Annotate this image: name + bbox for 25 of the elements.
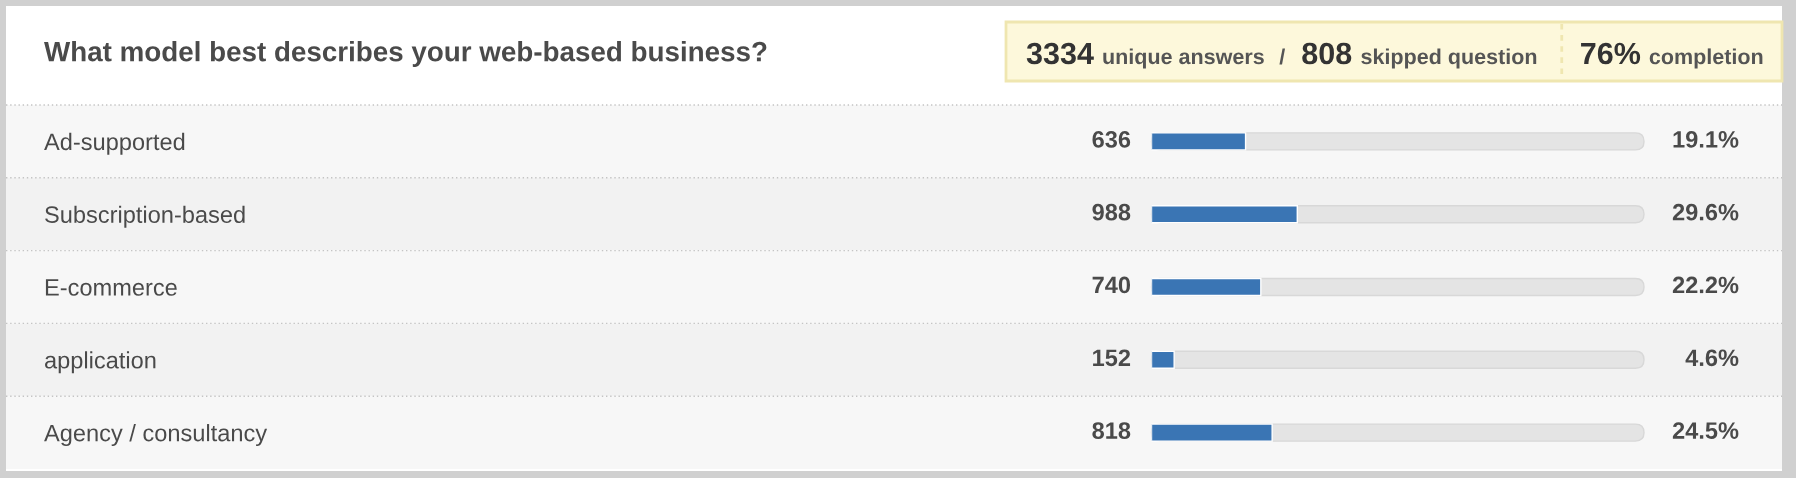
bar [1151,277,1262,297]
y-tick-label: E-commerce [45,279,177,296]
text: What model best describes your web-based business? [44,41,767,67]
data-label: 4.6% [1685,349,1739,367]
text: 3334 unique answers [1026,42,1264,69]
text: 818 [1092,422,1131,439]
text: 740 [1092,276,1131,294]
text: 76% completion [1581,42,1763,69]
data-label: 22.2% [1672,276,1739,294]
y-tick-label: application [45,351,156,374]
bar [1151,423,1273,442]
text: 152 [1093,349,1131,367]
y-tick-label: Ad-supported [44,132,185,155]
text: 988 [1092,203,1131,221]
data-label: 29.6% [1672,203,1739,221]
bar [1151,132,1247,151]
data-label: 19.1% [1673,131,1739,148]
data-label: 24.5% [1672,422,1739,439]
text: 636 [1092,131,1131,148]
bar [1151,205,1298,224]
bar [1151,350,1175,369]
text: 808 skipped question [1302,42,1537,69]
y-tick-label: Subscription-based [45,205,245,228]
text: / [1279,48,1286,65]
y-tick-label: Agency / consultancy [44,424,268,447]
